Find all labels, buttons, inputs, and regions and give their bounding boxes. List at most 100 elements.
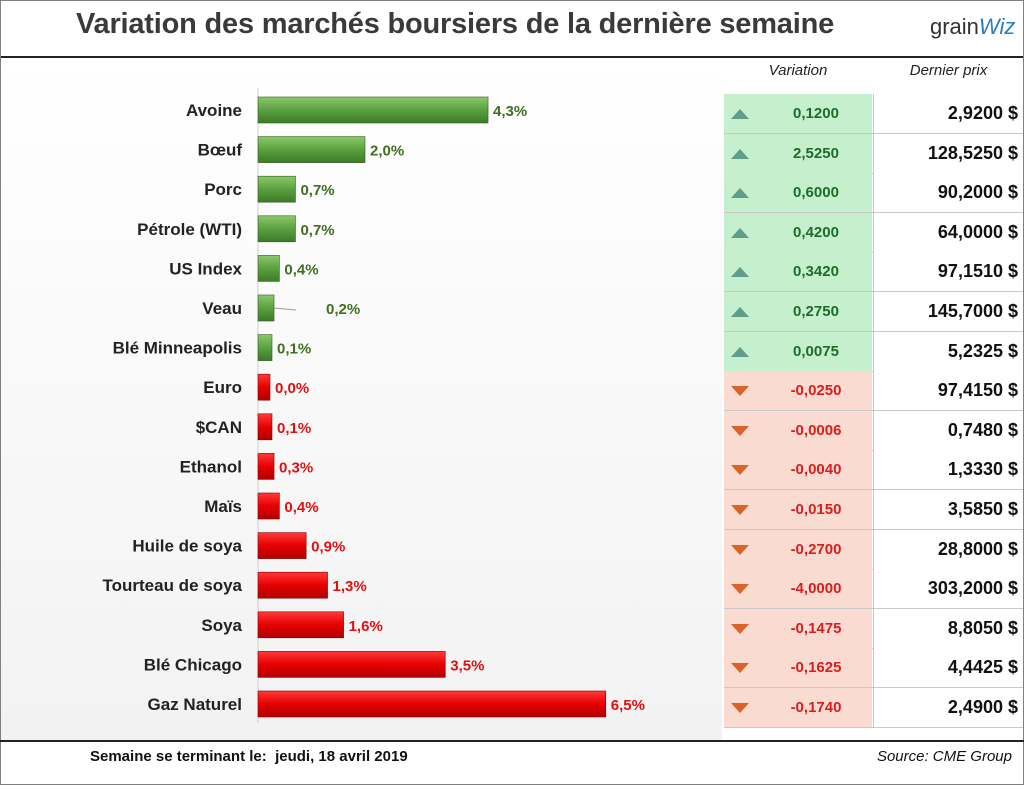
data-label: 2,0% xyxy=(370,143,404,160)
triangle-up-icon xyxy=(731,148,749,159)
week-ending: Semaine se terminant le: jeudi, 18 avril… xyxy=(90,748,408,765)
variation-value: -0,2700 xyxy=(790,540,842,558)
data-label: 0,0% xyxy=(275,380,309,397)
variation-cell: 0,0075 xyxy=(724,331,872,371)
price-value: 28,8000 $ xyxy=(873,529,1024,569)
category-label: Bœuf xyxy=(198,141,243,160)
variation-cell: -0,1740 xyxy=(724,688,872,727)
bar xyxy=(257,255,280,282)
bar xyxy=(257,453,275,480)
triangle-down-icon xyxy=(731,703,749,713)
data-label: 0,3% xyxy=(279,459,313,476)
table-row: 0,2750 145,7000 $ xyxy=(724,292,1024,332)
triangle-down-icon xyxy=(731,663,749,674)
variation-cell: -0,1475 xyxy=(724,608,872,648)
price-value: 64,0000 $ xyxy=(873,212,1024,252)
price-value: 2,4900 $ xyxy=(873,688,1024,727)
variation-cell: 0,2750 xyxy=(724,292,872,331)
data-label: 0,1% xyxy=(277,420,311,437)
category-label: Ethanol xyxy=(180,457,242,476)
data-label: 0,2% xyxy=(326,301,360,318)
price-value: 128,5250 $ xyxy=(873,133,1024,173)
table-row: -0,1740 2,4900 $ xyxy=(724,688,1024,728)
variation-cell: -0,1625 xyxy=(724,648,872,688)
bar xyxy=(257,690,607,718)
data-label: 3,5% xyxy=(450,657,484,674)
triangle-down-icon xyxy=(731,465,749,476)
variation-value: -0,1740 xyxy=(790,699,842,716)
bar xyxy=(257,413,273,441)
logo-part2: Wiz xyxy=(978,14,1016,39)
category-label: Soya xyxy=(201,616,242,635)
variation-header: Variation xyxy=(768,62,828,79)
table-row: -0,0006 0,7480 $ xyxy=(724,410,1024,451)
header: Variation des marchés boursiers de la de… xyxy=(0,0,1024,56)
data-label: 0,4% xyxy=(284,261,318,278)
variation-cell: 0,4200 xyxy=(724,212,872,252)
variation-value: 0,0075 xyxy=(793,342,839,360)
table-row: -0,1475 8,8050 $ xyxy=(724,608,1024,649)
leader-line xyxy=(273,307,297,311)
variation-value: -0,1475 xyxy=(790,619,842,637)
triangle-up-icon xyxy=(731,307,749,317)
price-value: 5,2325 $ xyxy=(873,331,1024,371)
variation-cell: 0,1200 xyxy=(724,94,872,133)
price-header: Dernier prix xyxy=(909,62,988,79)
triangle-up-icon xyxy=(731,267,749,278)
category-label: Huile de soya xyxy=(132,537,242,556)
triangle-down-icon xyxy=(731,505,749,515)
category-label: Blé Minneapolis xyxy=(113,339,242,358)
category-label: Pétrole (WTI) xyxy=(137,220,242,239)
triangle-up-icon xyxy=(731,227,749,238)
variation-value: 0,6000 xyxy=(793,184,839,202)
variation-cell: -0,0040 xyxy=(724,450,872,490)
price-value: 90,2000 $ xyxy=(873,173,1024,213)
triangle-down-icon xyxy=(731,386,749,397)
table-row: -0,0250 97,4150 $ xyxy=(724,371,1024,412)
bar xyxy=(257,532,307,559)
variation-cell: -0,2700 xyxy=(724,529,872,569)
variation-cell: -4,0000 xyxy=(724,569,872,609)
variation-value: -4,0000 xyxy=(790,580,842,598)
table-row: 0,3420 97,1510 $ xyxy=(724,252,1024,293)
bar xyxy=(257,215,296,243)
variation-value: 2,5250 xyxy=(793,144,839,162)
logo-part1: grain xyxy=(930,14,979,39)
bar xyxy=(257,136,366,163)
price-value: 145,7000 $ xyxy=(873,292,1024,331)
variation-value: -0,0250 xyxy=(790,382,842,400)
variation-value: -0,0040 xyxy=(790,461,842,479)
bar xyxy=(257,373,271,401)
bar xyxy=(257,611,344,639)
variation-value: -0,0150 xyxy=(790,501,842,518)
bar xyxy=(257,175,296,203)
variation-cell: 0,3420 xyxy=(724,252,872,292)
triangle-down-icon xyxy=(731,623,749,634)
week-label: Semaine se terminant le: xyxy=(90,748,267,765)
table-row: -0,0150 3,5850 $ xyxy=(724,490,1024,530)
table-row: 0,0075 5,2325 $ xyxy=(724,331,1024,372)
bar xyxy=(257,651,446,678)
price-value: 97,1510 $ xyxy=(873,252,1024,292)
data-label: 0,7% xyxy=(300,182,334,199)
triangle-up-icon xyxy=(731,109,749,119)
variation-cell: 2,5250 xyxy=(724,133,872,173)
table-row: -0,1625 4,4425 $ xyxy=(724,648,1024,689)
price-value: 1,3330 $ xyxy=(873,450,1024,490)
variation-cell: -0,0250 xyxy=(724,371,872,411)
price-value: 303,2000 $ xyxy=(873,569,1024,609)
data-label: 1,6% xyxy=(349,618,383,635)
table-row: 0,1200 2,9200 $ xyxy=(724,94,1024,134)
data-label: 6,5% xyxy=(611,697,645,714)
category-label: Gaz Naturel xyxy=(148,695,242,714)
triangle-down-icon xyxy=(731,584,749,595)
table-row: 0,4200 64,0000 $ xyxy=(724,212,1024,253)
table-row: 0,6000 90,2000 $ xyxy=(724,173,1024,214)
data-label: 4,3% xyxy=(493,103,527,120)
triangle-up-icon xyxy=(731,346,749,357)
header-divider xyxy=(0,56,1024,58)
variation-value: 0,4200 xyxy=(793,223,839,241)
data-label: 0,7% xyxy=(300,222,334,239)
variation-cell: -0,0006 xyxy=(724,410,872,450)
